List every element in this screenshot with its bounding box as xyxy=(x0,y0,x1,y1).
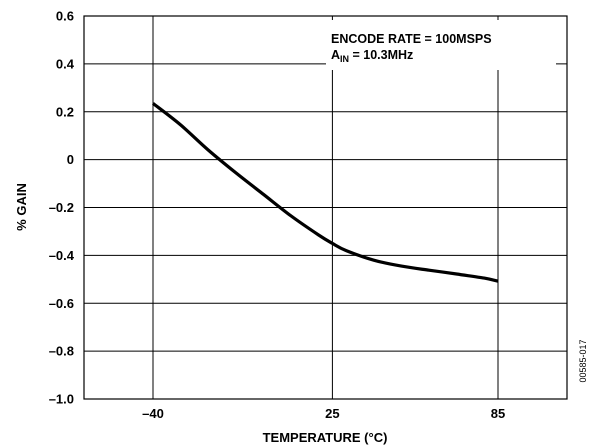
annotation-ain-main: A xyxy=(331,48,340,62)
y-axis-title: % GAIN xyxy=(14,183,29,231)
y-tick-label: –0.4 xyxy=(49,248,75,263)
y-tick-label: –1.0 xyxy=(49,392,74,407)
y-tick-label: 0.6 xyxy=(56,9,74,24)
plot-frame xyxy=(83,15,568,400)
annotation-background xyxy=(326,20,556,70)
figure-id: 00585-017 xyxy=(578,339,588,382)
annotation-box: ENCODE RATE = 100MSPS AIN = 10.3MHz xyxy=(326,20,556,70)
data-series xyxy=(152,102,499,283)
annotation-ain-rest: = 10.3MHz xyxy=(349,48,413,62)
y-tick-label: –0.8 xyxy=(49,344,74,359)
annotation-ain-sub: IN xyxy=(340,54,349,64)
y-tick-label: –0.6 xyxy=(49,296,74,311)
y-tick-label: –0.2 xyxy=(49,200,74,215)
series-line-0 xyxy=(152,102,499,283)
x-tick-label: 85 xyxy=(491,406,505,421)
y-tick-label: 0 xyxy=(67,152,74,167)
annotation-encode-rate: ENCODE RATE = 100MSPS xyxy=(331,32,492,46)
y-tick-labels: 0.6 0.4 0.2 0 –0.2 –0.4 –0.6 –0.8 –1.0 xyxy=(49,9,75,407)
x-tick-label: –40 xyxy=(142,406,164,421)
y-tick-label: 0.2 xyxy=(56,104,74,119)
x-tick-labels: –40 25 85 xyxy=(142,406,505,421)
annotation-ain: AIN = 10.3MHz xyxy=(331,48,413,64)
x-axis-title: TEMPERATURE (°C) xyxy=(263,430,388,445)
x-tick-label: 25 xyxy=(325,406,339,421)
grid-lines xyxy=(84,15,567,400)
y-tick-label: 0.4 xyxy=(56,56,75,71)
